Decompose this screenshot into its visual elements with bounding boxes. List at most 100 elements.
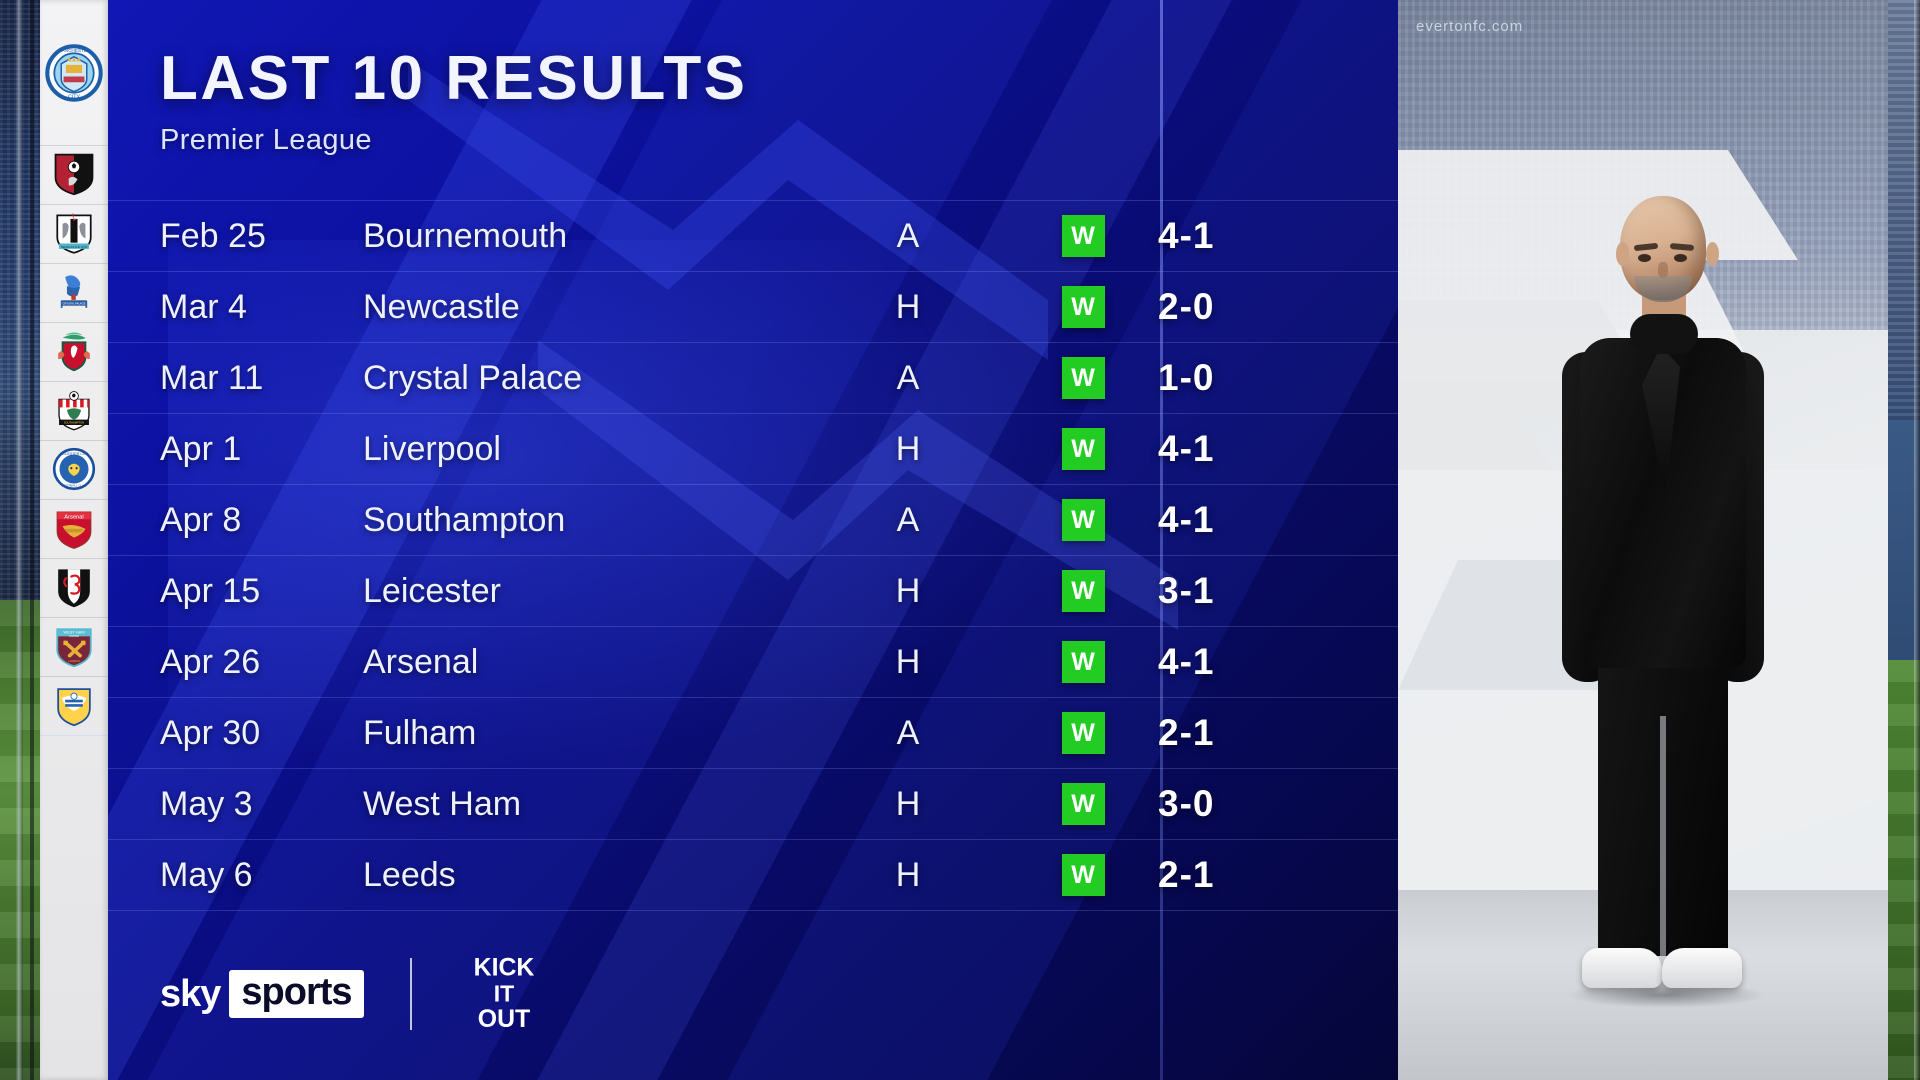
result-venue: H — [895, 642, 921, 681]
background-chevron — [408, 60, 1048, 360]
sidebar-item-manchester-city[interactable]: MANCHESTER CITY — [40, 0, 108, 145]
figure-ear-left — [1616, 242, 1629, 266]
svg-text:LONDON: LONDON — [68, 659, 79, 663]
panel-divider — [1160, 0, 1163, 1080]
svg-text:FOOTBALL CLUB: FOOTBALL CLUB — [61, 484, 86, 488]
sidebar-item-arsenal[interactable]: Arsenal — [40, 499, 108, 558]
advert-board-text: evertonfc.com — [1416, 18, 1524, 35]
sidebar-item-bournemouth[interactable] — [40, 145, 108, 204]
table-row[interactable]: Mar 11 Crystal Palace A W 1-0 — [108, 342, 1398, 413]
status-badge: W — [1061, 712, 1105, 754]
leicester-crest-icon: LEICESTER CITY FOOTBALL CLUB — [52, 447, 96, 493]
sliver-edge — [1914, 0, 1920, 1080]
table-row[interactable]: Apr 8 Southampton A W 4-1 — [108, 484, 1398, 555]
svg-text:KICK: KICK — [473, 955, 534, 982]
sidebar-item-crystal-palace[interactable]: CRYSTAL PALACE — [40, 263, 108, 322]
stadium-post — [16, 0, 23, 1080]
status-badge: W — [1061, 357, 1105, 399]
result-date: Apr 26 — [160, 642, 261, 681]
figure-shoe-left — [1582, 948, 1662, 988]
result-date: Apr 8 — [160, 500, 242, 539]
result-date: May 3 — [160, 784, 253, 823]
table-row[interactable]: Mar 4 Newcastle H W 2-0 — [108, 271, 1398, 342]
result-date: Mar 11 — [160, 358, 264, 397]
sidebar-item-newcastle[interactable]: NEWCASTLE UTD — [40, 204, 108, 263]
right-stadium-sliver — [1888, 0, 1920, 1080]
status-badge: W — [1061, 428, 1105, 470]
sidebar-item-southampton[interactable]: SOUTHAMPTON — [40, 381, 108, 440]
club-crest-rail: MANCHESTER CITY — [40, 0, 108, 1080]
figure-ear-right — [1706, 242, 1719, 266]
west-ham-crest-icon: WEST HAM UNITED LONDON — [52, 624, 96, 670]
background-glow — [168, 240, 1148, 780]
table-row[interactable]: Apr 30 Fulham A W 2-1 — [108, 697, 1398, 768]
page-title: LAST 10 RESULTS — [160, 44, 748, 113]
sidebar-item-leicester[interactable]: LEICESTER CITY FOOTBALL CLUB — [40, 440, 108, 499]
sports-word: sports — [229, 970, 364, 1018]
result-opponent: Arsenal — [363, 642, 479, 681]
table-row[interactable]: Apr 15 Leicester H W 3-1 — [108, 555, 1398, 626]
sky-word: sky — [160, 972, 221, 1015]
result-date: Apr 30 — [160, 713, 261, 752]
result-venue: H — [895, 784, 921, 823]
crystal-palace-crest-icon: CRYSTAL PALACE — [52, 270, 96, 316]
result-score: 2-1 — [1158, 854, 1215, 895]
result-badge-cell: W — [1008, 499, 1158, 541]
result-badge-cell: W — [1008, 286, 1158, 328]
result-badge-cell: W — [1008, 712, 1158, 754]
result-score: 2-1 — [1158, 712, 1215, 753]
table-row[interactable]: Feb 25 Bournemouth A W 4-1 — [108, 200, 1398, 271]
sidebar-item-liverpool[interactable] — [40, 322, 108, 381]
svg-text:UNITED: UNITED — [69, 634, 79, 638]
status-badge: W — [1061, 215, 1105, 257]
result-venue: H — [895, 855, 921, 894]
result-opponent: Liverpool — [363, 429, 501, 468]
sidebar-item-fulham[interactable] — [40, 558, 108, 617]
status-badge: W — [1061, 499, 1105, 541]
fulham-crest-icon — [52, 565, 96, 611]
result-score: 3-0 — [1158, 783, 1215, 824]
arsenal-crest-icon: Arsenal — [52, 506, 96, 552]
result-opponent: Southampton — [363, 500, 566, 539]
footer-logos: sky sports KICK IT OUT — [160, 948, 550, 1040]
leeds-crest-icon — [52, 683, 96, 729]
svg-text:NEWCASTLE UTD: NEWCASTLE UTD — [61, 245, 88, 249]
logo-divider — [409, 958, 412, 1030]
result-date: Apr 15 — [160, 571, 261, 610]
result-date: Mar 4 — [160, 287, 247, 326]
result-opponent: Leeds — [363, 855, 456, 894]
svg-text:OUT: OUT — [477, 1006, 529, 1033]
presenter-area: evertonfc.com — [1398, 0, 1920, 1080]
table-row[interactable]: Apr 26 Arsenal H W 4-1 — [108, 626, 1398, 697]
sidebar-item-west-ham[interactable]: WEST HAM UNITED LONDON — [40, 617, 108, 676]
result-badge-cell: W — [1008, 783, 1158, 825]
sliver-scoreboard — [1888, 420, 1920, 680]
status-badge: W — [1061, 286, 1105, 328]
background-chevron — [538, 330, 1178, 630]
table-row[interactable]: May 6 Leeds H W 2-1 — [108, 839, 1398, 911]
table-row[interactable]: May 3 West Ham H W 3-0 — [108, 768, 1398, 839]
result-venue: H — [895, 429, 921, 468]
kick-it-out-logo-icon: KICK IT OUT — [458, 948, 550, 1040]
results-panel — [108, 0, 1398, 1080]
figure-turtleneck-collar — [1630, 314, 1698, 354]
stadium-post-shadow — [30, 0, 34, 1080]
result-venue: A — [896, 500, 920, 539]
svg-text:WEST HAM: WEST HAM — [63, 630, 84, 635]
table-row[interactable]: Apr 1 Liverpool H W 4-1 — [108, 413, 1398, 484]
status-badge: W — [1061, 854, 1105, 896]
result-score: 4-1 — [1158, 215, 1215, 256]
figure-leg-gap — [1660, 716, 1666, 958]
result-opponent: Newcastle — [363, 287, 520, 326]
sliver-stand — [1888, 0, 1920, 430]
status-badge: W — [1061, 783, 1105, 825]
sliver-pitch — [1888, 660, 1920, 1080]
result-badge-cell: W — [1008, 357, 1158, 399]
sky-sports-logo: sky sports — [160, 970, 364, 1018]
sidebar-item-leeds[interactable] — [40, 676, 108, 736]
svg-text:CITY: CITY — [68, 94, 80, 100]
result-opponent: Crystal Palace — [363, 358, 583, 397]
status-badge: W — [1061, 570, 1105, 612]
svg-text:Arsenal: Arsenal — [64, 514, 83, 520]
result-venue: A — [896, 713, 920, 752]
